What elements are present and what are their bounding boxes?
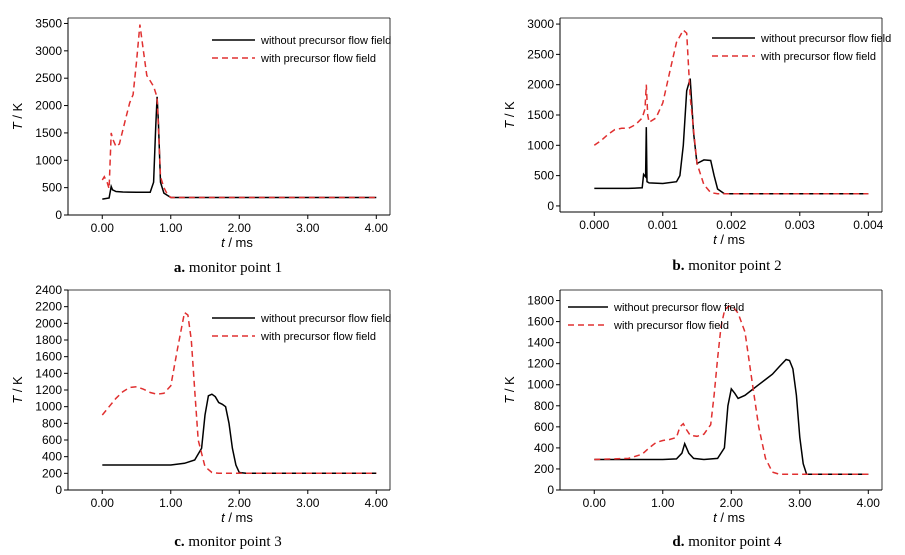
- y-axis-label: T / K: [502, 101, 517, 129]
- x-tick-label: 1.00: [159, 496, 183, 510]
- x-tick-label: 0.001: [648, 218, 678, 232]
- y-tick-label: 1000: [35, 400, 62, 414]
- chart-panel-3: 0.00 1.00 2.00 3.00 4.00 0 200 400 600 800 1000 120…: [10, 283, 391, 550]
- series-line-with-precursor: [594, 304, 869, 475]
- panel-caption: a. monitor point 1: [174, 260, 282, 276]
- panel-caption: d. monitor point 4: [672, 534, 782, 550]
- y-tick-label: 1600: [527, 315, 554, 329]
- y-tick-label: 600: [42, 433, 62, 447]
- legend-label: without precursor flow field: [260, 35, 391, 47]
- x-axis-label: t / ms: [713, 510, 745, 525]
- x-tick-label: 4.00: [857, 496, 881, 510]
- panel-caption: c. monitor point 3: [174, 534, 282, 550]
- series-line-without-precursor: [102, 393, 377, 475]
- y-tick-label: 2400: [35, 283, 62, 297]
- series-line-with-precursor: [101, 24, 377, 199]
- y-tick-label: 2000: [35, 99, 62, 113]
- y-tick-label: 3000: [527, 17, 554, 31]
- x-tick-label: 0.004: [853, 218, 883, 232]
- y-tick-label: 1800: [527, 294, 554, 308]
- legend-label: with precursor flow field: [613, 320, 729, 332]
- y-tick-label: 2500: [527, 47, 554, 61]
- y-tick-label: 0: [547, 483, 554, 497]
- x-tick-label: 0.003: [785, 218, 815, 232]
- x-tick-label: 1.00: [159, 221, 183, 235]
- y-axis-label: T / K: [10, 376, 25, 404]
- x-tick-label: 3.00: [788, 496, 812, 510]
- chart-panel-4: 0.00 1.00 2.00 3.00 4.00 0 200 400 600 800 1000 120…: [502, 289, 883, 550]
- legend-label: with precursor flow field: [260, 331, 376, 343]
- legend-label: with precursor flow field: [260, 53, 376, 65]
- y-tick-label: 1400: [35, 366, 62, 380]
- y-tick-label: 500: [42, 181, 62, 195]
- series-line-without-precursor: [102, 96, 377, 200]
- y-tick-label: 600: [534, 420, 554, 434]
- y-tick-label: 1400: [527, 336, 554, 350]
- y-tick-label: 1200: [527, 357, 554, 371]
- panel-caption: b. monitor point 2: [672, 258, 781, 274]
- x-tick-label: 4.00: [365, 496, 389, 510]
- y-tick-label: 3500: [35, 16, 62, 30]
- y-tick-label: 1200: [35, 383, 62, 397]
- y-axis-label: T / K: [502, 376, 517, 404]
- y-tick-label: 1000: [35, 153, 62, 167]
- y-tick-label: 800: [534, 399, 554, 413]
- y-tick-label: 3000: [35, 44, 62, 58]
- y-tick-label: 1500: [35, 126, 62, 140]
- y-tick-label: 400: [534, 441, 554, 455]
- y-tick-label: 0: [55, 483, 62, 497]
- y-tick-label: 1500: [527, 108, 554, 122]
- x-tick-label: 0.00: [583, 496, 607, 510]
- series-line-with-precursor: [593, 28, 869, 195]
- series-line-with-precursor: [101, 311, 377, 475]
- x-tick-label: 2.00: [228, 221, 252, 235]
- x-tick-label: 0.00: [91, 221, 115, 235]
- x-tick-label: 3.00: [296, 221, 320, 235]
- series-line-without-precursor: [594, 358, 869, 475]
- x-tick-label: 3.00: [296, 496, 320, 510]
- x-tick-label: 0.000: [579, 218, 609, 232]
- y-tick-label: 400: [42, 450, 62, 464]
- y-tick-label: 0: [547, 199, 554, 213]
- y-tick-label: 2000: [35, 316, 62, 330]
- y-tick-label: 2200: [35, 300, 62, 314]
- y-tick-label: 1800: [35, 333, 62, 347]
- y-tick-label: 200: [534, 462, 554, 476]
- x-axis-label: t / ms: [221, 235, 253, 250]
- x-tick-label: 0.002: [716, 218, 746, 232]
- y-tick-label: 0: [55, 208, 62, 222]
- x-axis-label: t / ms: [713, 232, 745, 247]
- y-tick-label: 2500: [35, 71, 62, 85]
- chart-panel-2: 0.000 0.001 0.002 0.003 0.004 0 500 1000 1500 200…: [502, 17, 891, 274]
- x-tick-label: 4.00: [365, 221, 389, 235]
- y-axis-label: T / K: [10, 102, 25, 130]
- y-tick-label: 500: [534, 169, 554, 183]
- x-tick-label: 2.00: [228, 496, 252, 510]
- x-tick-label: 0.00: [91, 496, 115, 510]
- legend-label: with precursor flow field: [760, 51, 876, 63]
- x-axis-label: t / ms: [221, 510, 253, 525]
- y-tick-label: 2000: [527, 78, 554, 92]
- legend-label: without precursor flow field: [260, 313, 391, 325]
- y-tick-label: 800: [42, 416, 62, 430]
- legend-label: without precursor flow field: [613, 302, 744, 314]
- x-tick-label: 2.00: [720, 496, 744, 510]
- y-tick-label: 1600: [35, 350, 62, 364]
- legend-label: without precursor flow field: [760, 33, 891, 45]
- y-tick-label: 1000: [527, 138, 554, 152]
- y-tick-label: 200: [42, 466, 62, 480]
- chart-panel-1: 0.00 1.00 2.00 3.00 4.00 0 500 1000 1500 2000 2500…: [10, 16, 391, 276]
- x-tick-label: 1.00: [651, 496, 675, 510]
- y-tick-label: 1000: [527, 378, 554, 392]
- series-line-without-precursor: [594, 78, 869, 195]
